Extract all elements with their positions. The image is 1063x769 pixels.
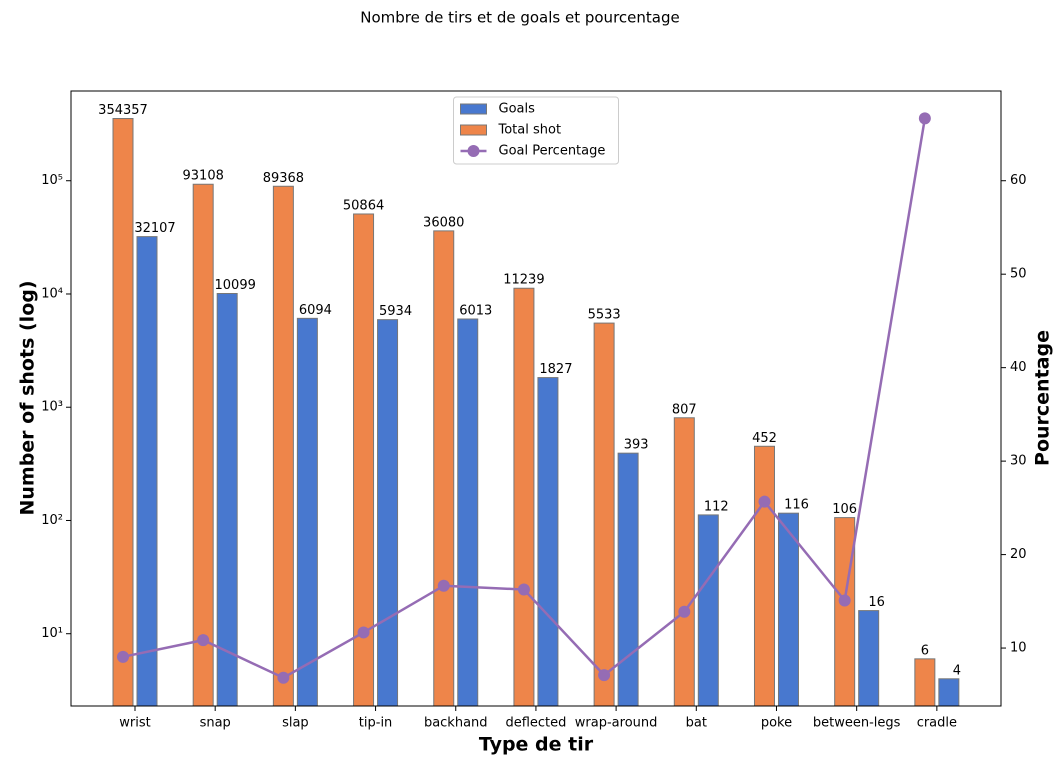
y2-tick-label: 10 (1010, 641, 1027, 656)
data-label: 354357 (98, 103, 148, 118)
data-label: 452 (752, 431, 777, 446)
y-tick-label: 10³ (41, 400, 63, 415)
bar (513, 287, 535, 707)
chart-title: Nombre de tirs et de goals et pourcentag… (360, 9, 679, 27)
y-tick-label: 10⁵ (41, 173, 63, 188)
data-label: 807 (672, 402, 697, 417)
legend-swatch (467, 145, 480, 157)
data-label: 6 (921, 643, 929, 658)
x-tick-label: wrap-around (575, 716, 658, 731)
bar (777, 512, 799, 707)
x-tick-label: bat (686, 716, 707, 731)
y-tick-label: 10¹ (41, 626, 63, 641)
data-label: 106 (832, 502, 857, 517)
legend-box (453, 96, 619, 165)
x-tick-label: wrist (119, 716, 150, 731)
line-point (517, 583, 530, 596)
x-tick-label: cradle (917, 716, 957, 731)
y2-tick-label: 60 (1010, 173, 1027, 188)
plot-frame (70, 90, 1002, 707)
line-point (838, 594, 851, 607)
x-tick-label: snap (200, 716, 231, 731)
legend-swatch (460, 103, 487, 115)
bar (272, 185, 294, 707)
bar (112, 118, 134, 707)
bar (433, 230, 455, 707)
line-point (678, 605, 691, 618)
legend-label: Goals (499, 102, 536, 117)
y-tick-label: 10² (41, 513, 63, 528)
bar (858, 610, 880, 707)
x-axis-label: Type de tir (479, 734, 594, 756)
line-point (758, 495, 771, 508)
bar (216, 292, 238, 707)
line-point (598, 669, 611, 682)
bar (377, 319, 399, 707)
y2-tick-label: 50 (1010, 267, 1027, 282)
x-tick-label: slap (282, 716, 309, 731)
bar (938, 678, 960, 707)
data-label: 89368 (263, 171, 304, 186)
x-tick-label: deflected (505, 716, 566, 731)
data-label: 11239 (503, 273, 544, 288)
line-point (277, 671, 290, 684)
data-label: 36080 (423, 215, 464, 230)
x-tick-label: backhand (424, 716, 488, 731)
x-tick-label: tip-in (359, 716, 393, 731)
y2-tick-label: 20 (1010, 547, 1027, 562)
bar (192, 183, 214, 707)
x-tick-label: between-legs (813, 716, 901, 731)
line-point (117, 650, 129, 663)
bar (296, 317, 318, 707)
bar (673, 417, 695, 707)
data-label: 93108 (183, 169, 224, 184)
y-axis-label: Number of shots (log) (17, 280, 39, 515)
data-label: 32107 (134, 221, 175, 236)
legend-label: Total shot (498, 123, 562, 138)
data-label: 16 (868, 595, 885, 610)
data-label: 6013 (459, 303, 492, 318)
legend-swatch (460, 124, 487, 136)
bar (834, 517, 856, 707)
bar (136, 236, 158, 707)
bar (697, 514, 719, 707)
line-point (437, 579, 450, 592)
bar (537, 377, 559, 707)
legend-label: Goal Percentage (499, 144, 606, 159)
data-label: 112 (704, 499, 729, 514)
data-label: 10099 (215, 278, 256, 293)
bar (753, 445, 775, 707)
y2-tick-label: 40 (1010, 360, 1027, 375)
bar (914, 658, 936, 707)
line-point (197, 634, 210, 647)
x-tick-label: poke (761, 716, 792, 731)
data-label: 5533 (588, 308, 621, 323)
data-label: 5934 (379, 304, 412, 319)
y2-tick-label: 30 (1010, 454, 1027, 469)
bar (457, 318, 479, 707)
data-label: 50864 (343, 198, 384, 213)
line-point (357, 626, 370, 639)
data-label: 1827 (539, 362, 572, 377)
data-label: 393 (624, 438, 649, 453)
data-label: 4 (953, 663, 961, 678)
y-tick-label: 10⁴ (41, 286, 63, 301)
bar (593, 322, 615, 707)
bar (617, 452, 639, 707)
data-label: 6094 (299, 303, 332, 318)
line-point (918, 112, 931, 125)
data-label: 116 (784, 498, 809, 513)
y2-axis-label: Pourcentage (1032, 330, 1054, 466)
